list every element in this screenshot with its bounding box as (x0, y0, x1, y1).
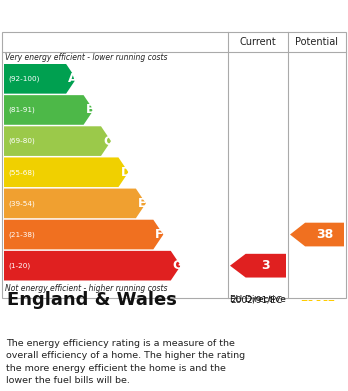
Text: D: D (120, 166, 131, 179)
Text: 38: 38 (316, 228, 333, 241)
Text: F: F (155, 228, 164, 241)
Polygon shape (290, 223, 344, 246)
Text: A: A (68, 72, 78, 85)
Text: EU Directive: EU Directive (230, 296, 286, 305)
Text: Potential: Potential (295, 37, 339, 47)
Text: England & Wales: England & Wales (7, 291, 177, 309)
Text: G: G (173, 259, 183, 272)
Text: E: E (138, 197, 147, 210)
Text: lower the fuel bills will be.: lower the fuel bills will be. (6, 376, 130, 386)
Polygon shape (4, 126, 111, 156)
Text: (39-54): (39-54) (8, 200, 35, 206)
Text: (81-91): (81-91) (8, 107, 35, 113)
Text: 2002/91/EC: 2002/91/EC (230, 296, 282, 305)
Polygon shape (230, 254, 286, 278)
Text: The energy efficiency rating is a measure of the: The energy efficiency rating is a measur… (6, 339, 235, 348)
Polygon shape (4, 251, 181, 280)
Text: (69-80): (69-80) (8, 138, 35, 144)
Polygon shape (4, 220, 163, 249)
Text: (21-38): (21-38) (8, 231, 35, 238)
Polygon shape (4, 188, 146, 218)
Polygon shape (4, 158, 128, 187)
Text: Energy Efficiency Rating: Energy Efficiency Rating (9, 7, 219, 23)
Text: B: B (86, 104, 95, 117)
Polygon shape (4, 95, 94, 125)
Polygon shape (4, 64, 76, 93)
Text: C: C (103, 135, 112, 148)
Text: the more energy efficient the home is and the: the more energy efficient the home is an… (6, 364, 226, 373)
Text: (1-20): (1-20) (8, 262, 30, 269)
Text: (92-100): (92-100) (8, 75, 39, 82)
Text: Not energy efficient - higher running costs: Not energy efficient - higher running co… (5, 284, 167, 293)
Text: (55-68): (55-68) (8, 169, 35, 176)
Text: Current: Current (240, 37, 276, 47)
Text: Very energy efficient - lower running costs: Very energy efficient - lower running co… (5, 53, 167, 62)
Text: overall efficiency of a home. The higher the rating: overall efficiency of a home. The higher… (6, 352, 245, 361)
Text: 3: 3 (262, 259, 270, 272)
